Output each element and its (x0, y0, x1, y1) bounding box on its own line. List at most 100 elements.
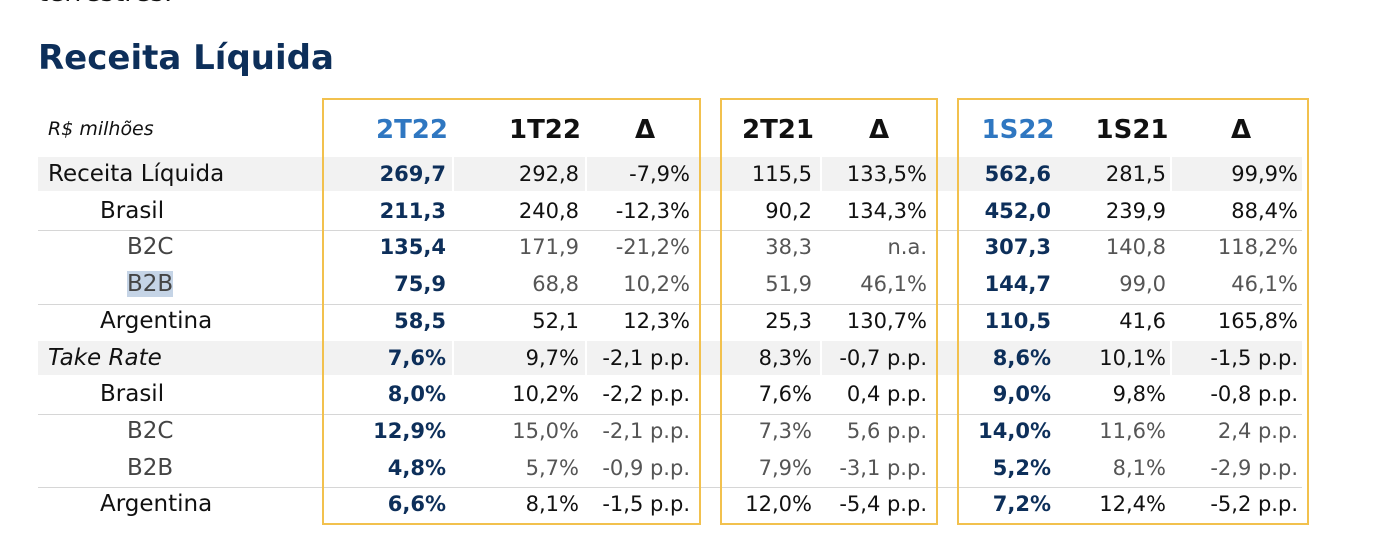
table-cell: 75,9 (394, 272, 446, 297)
table-cell: 10,2% (512, 382, 579, 407)
table-cell: 0,4 p.p. (846, 382, 927, 407)
cell-separator (585, 340, 587, 375)
table-cell: 269,7 (379, 162, 446, 186)
table-cell: 15,0% (512, 418, 579, 443)
cell-separator (585, 157, 587, 191)
table-cell: 7,6% (758, 382, 812, 407)
table-cell: 12,0% (745, 492, 812, 517)
table-cell: 134,3% (846, 198, 927, 223)
table-cell: 8,0% (387, 382, 446, 407)
row-label: B2C (127, 417, 174, 444)
table-cell: 144,7 (984, 272, 1051, 297)
table-cell: 88,4% (1231, 198, 1298, 223)
table-cell: 38,3 (765, 235, 812, 260)
row-divider (38, 230, 1302, 232)
table-cell: -2,1 p.p. (602, 418, 690, 443)
table-cell: 8,1% (525, 492, 579, 517)
column-header: 1S21 (1095, 115, 1169, 145)
box-semester (957, 98, 1309, 525)
box-quarter-yoy (720, 98, 938, 525)
cell-separator (1170, 157, 1172, 191)
table-cell: 4,8% (387, 455, 446, 480)
table-cell: 130,7% (846, 308, 927, 333)
table-cell: 9,0% (992, 382, 1051, 407)
table-cell: 52,1 (532, 308, 579, 333)
table-cell: 10,1% (1099, 345, 1166, 370)
table-cell: -7,9% (629, 162, 690, 186)
table-cell: 12,4% (1099, 492, 1166, 517)
column-header: 2T21 (741, 115, 814, 145)
table-cell: 99,9% (1231, 162, 1298, 186)
table-cell: 140,8 (1105, 235, 1166, 260)
table-cell: 562,6 (984, 162, 1051, 186)
table-cell: 46,1% (860, 272, 927, 297)
row-label: B2B (127, 454, 174, 481)
table-cell: 5,2% (992, 455, 1051, 480)
table-cell: 5,7% (525, 455, 579, 480)
table-cell: 307,3 (984, 235, 1051, 260)
table-cell: 58,5 (394, 308, 446, 333)
table-cell: 51,9 (765, 272, 812, 297)
column-header: 2T22 (375, 115, 448, 145)
row-label: B2C (127, 234, 174, 261)
table-cell: 46,1% (1231, 272, 1298, 297)
column-header: Δ (634, 115, 656, 145)
table-cell: 135,4 (379, 235, 446, 260)
row-divider (38, 413, 1302, 415)
table-cell: 12,3% (623, 308, 690, 333)
table-cell: 211,3 (379, 198, 446, 223)
table-cell: 8,3% (758, 345, 812, 370)
row-label: Argentina (100, 307, 213, 334)
table-cell: 41,6 (1119, 308, 1166, 333)
table-cell: 115,5 (751, 162, 812, 186)
previous-paragraph-fragment: terrestres. (38, 0, 172, 8)
row-band (38, 157, 1302, 191)
units-label: R$ milhões (48, 118, 154, 140)
table-cell: 68,8 (532, 272, 579, 297)
row-divider (38, 487, 1302, 489)
table-cell: -0,7 p.p. (839, 345, 927, 370)
table-cell: 171,9 (518, 235, 579, 260)
table-cell: -2,1 p.p. (602, 345, 690, 370)
table-cell: 9,7% (525, 345, 579, 370)
row-divider (38, 303, 1302, 305)
cell-separator (820, 157, 822, 191)
table-cell: -0,8 p.p. (1210, 382, 1298, 407)
selected-text[interactable]: B2B (127, 271, 174, 298)
table-cell: -21,2% (615, 235, 690, 260)
cell-separator (820, 340, 822, 375)
table-cell: 7,9% (758, 455, 812, 480)
table-cell: -5,4 p.p. (839, 492, 927, 517)
table-cell: -1,5 p.p. (602, 492, 690, 517)
cell-separator (452, 157, 454, 191)
table-cell: 7,3% (758, 418, 812, 443)
table-cell: 165,8% (1217, 308, 1298, 333)
table-cell: 133,5% (846, 162, 927, 186)
table-cell: 240,8 (518, 198, 579, 223)
table-cell: 10,2% (623, 272, 690, 297)
table-cell: 110,5 (984, 308, 1051, 333)
column-header: 1T22 (508, 115, 581, 145)
table-cell: 2,4 p.p. (1217, 418, 1298, 443)
row-label: B2B (127, 266, 174, 302)
table-cell: 281,5 (1105, 162, 1166, 186)
table-cell: 118,2% (1217, 235, 1298, 260)
table-cell: 7,2% (992, 492, 1051, 517)
table-cell: 11,6% (1099, 418, 1166, 443)
table-cell: -2,9 p.p. (1210, 455, 1298, 480)
table-cell: -12,3% (615, 198, 690, 223)
table-cell: 12,9% (373, 418, 446, 443)
cell-separator (452, 340, 454, 375)
box-quarter-current (322, 98, 701, 525)
row-label: Receita Líquida (48, 161, 225, 187)
section-title: Receita Líquida (38, 38, 334, 78)
cell-separator (1170, 340, 1172, 375)
table-cell: n.a. (887, 235, 927, 260)
table-cell: 292,8 (518, 162, 579, 186)
table-cell: -1,5 p.p. (1210, 345, 1298, 370)
table-cell: 5,6 p.p. (846, 418, 927, 443)
table-cell: -5,2 p.p. (1210, 492, 1298, 517)
table-cell: 14,0% (978, 418, 1051, 443)
row-label: Argentina (100, 491, 213, 518)
table-cell: 6,6% (387, 492, 446, 517)
